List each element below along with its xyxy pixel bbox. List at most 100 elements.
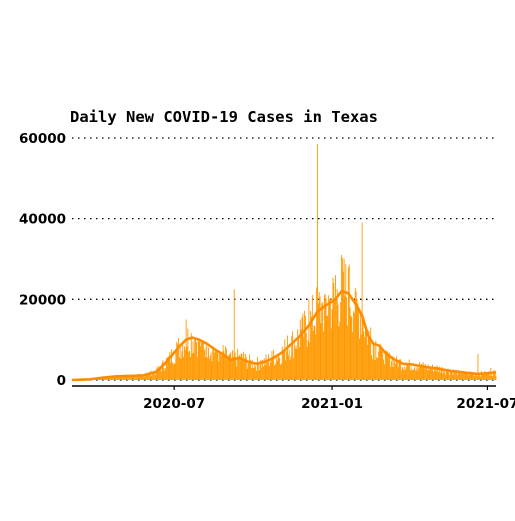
daily-case-bar: [361, 334, 362, 380]
daily-case-bar: [304, 311, 305, 380]
daily-case-bar: [270, 362, 271, 380]
daily-case-bar: [326, 316, 327, 380]
daily-case-bar: [280, 365, 281, 380]
daily-case-bar: [235, 360, 236, 380]
daily-case-bar: [285, 360, 286, 380]
daily-case-bar: [132, 377, 133, 380]
daily-case-bar: [420, 367, 421, 380]
daily-case-bar: [381, 345, 382, 379]
daily-case-bar: [350, 316, 351, 380]
daily-case-bar: [255, 366, 256, 380]
daily-case-bar: [328, 295, 329, 380]
daily-case-bar: [211, 361, 212, 380]
daily-case-bar: [448, 372, 449, 380]
daily-case-bar: [314, 325, 315, 380]
daily-case-bar: [273, 350, 274, 380]
daily-case-bar: [462, 373, 463, 380]
daily-case-bar: [109, 378, 110, 380]
daily-case-bar: [192, 353, 193, 380]
daily-case-bar: [288, 355, 289, 380]
daily-case-bar: [296, 345, 297, 380]
daily-case-bar: [301, 329, 302, 380]
daily-case-bar: [244, 361, 245, 380]
daily-case-bar: [215, 349, 216, 380]
daily-case-bar: [344, 258, 345, 380]
daily-case-bar: [341, 255, 342, 380]
daily-case-bar: [290, 360, 291, 380]
daily-case-bar: [223, 345, 224, 380]
daily-case-bar: [343, 272, 344, 380]
daily-case-bar: [307, 347, 308, 380]
daily-case-bar: [411, 370, 412, 380]
daily-case-bar: [449, 375, 450, 380]
daily-case-bar: [308, 340, 309, 380]
daily-case-bar: [249, 354, 250, 380]
daily-case-bar: [186, 319, 187, 379]
daily-case-bar: [372, 359, 373, 380]
daily-case-bar: [260, 365, 261, 380]
daily-case-bar: [234, 289, 235, 380]
daily-case-bar: [445, 374, 446, 380]
daily-case-bar: [200, 346, 201, 380]
daily-case-bar: [353, 311, 354, 380]
daily-case-bar: [332, 309, 333, 380]
y-tick-label: 60000: [19, 131, 66, 147]
daily-case-bar: [435, 369, 436, 380]
daily-case-bar: [378, 351, 379, 380]
daily-case-bar: [315, 334, 316, 380]
daily-case-bar: [457, 375, 458, 380]
gridlines: [72, 138, 496, 380]
daily-case-bar: [412, 370, 413, 380]
daily-case-bar: [408, 364, 409, 380]
daily-case-bar: [274, 366, 275, 380]
daily-case-bar: [268, 354, 269, 380]
daily-case-bar: [414, 367, 415, 380]
daily-case-bar: [426, 368, 427, 380]
daily-case-bar: [295, 348, 296, 380]
daily-case-bar: [170, 362, 171, 380]
daily-case-bar: [132, 377, 133, 380]
daily-case-bar: [331, 328, 332, 380]
daily-case-bar: [344, 296, 345, 380]
daily-case-bar: [155, 375, 156, 380]
daily-case-bar: [443, 371, 444, 380]
daily-case-bar: [390, 367, 391, 380]
daily-case-bar: [469, 374, 470, 380]
daily-case-bar: [227, 359, 228, 380]
daily-case-bar: [190, 357, 191, 380]
daily-case-bar: [240, 360, 241, 380]
daily-case-bar: [181, 359, 182, 380]
daily-case-bar: [313, 331, 314, 380]
daily-case-bar: [258, 363, 259, 380]
daily-case-bar: [417, 371, 418, 380]
daily-case-bar: [363, 319, 364, 380]
daily-case-bar: [333, 283, 334, 380]
daily-case-bar: [334, 298, 335, 380]
daily-case-bar: [179, 357, 180, 380]
daily-case-bar: [221, 356, 222, 380]
daily-case-bar: [237, 349, 238, 380]
daily-case-bar: [292, 331, 293, 380]
daily-case-bar: [199, 340, 200, 380]
daily-case-bar: [405, 368, 406, 380]
daily-case-bar: [161, 371, 162, 380]
daily-case-bar: [336, 296, 337, 380]
daily-case-bar: [278, 354, 279, 380]
daily-case-bar: [483, 375, 484, 380]
daily-case-bar: [491, 375, 492, 380]
daily-case-bar: [403, 369, 404, 380]
daily-case-bar: [164, 371, 165, 380]
daily-case-bar: [388, 354, 389, 380]
daily-case-bar: [197, 357, 198, 380]
daily-case-bar: [430, 368, 431, 380]
daily-case-bar: [349, 265, 350, 380]
daily-case-bar: [354, 313, 355, 380]
daily-case-bar: [322, 302, 323, 380]
daily-case-bar: [395, 364, 396, 380]
daily-case-bar: [283, 353, 284, 380]
daily-case-bar: [496, 376, 497, 380]
daily-case-bar: [327, 315, 328, 380]
daily-case-bar: [193, 353, 194, 380]
daily-case-bar: [194, 340, 195, 380]
daily-case-bar: [208, 348, 209, 380]
